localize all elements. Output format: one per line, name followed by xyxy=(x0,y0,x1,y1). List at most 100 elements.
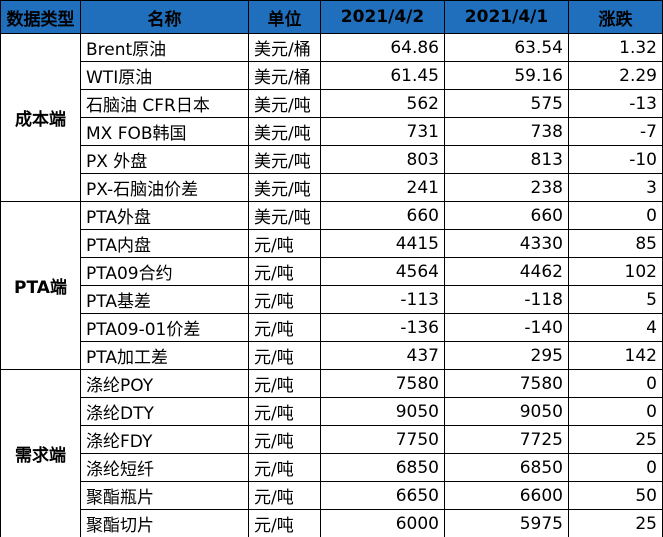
name-cell[interactable]: 涤纶短纤 xyxy=(80,453,249,482)
change-cell[interactable]: 4 xyxy=(568,313,663,342)
change-cell[interactable]: 142 xyxy=(568,341,663,370)
name-cell[interactable]: 聚酯瓶片 xyxy=(80,481,249,510)
value-date-2-cell[interactable]: 6850 xyxy=(444,453,569,482)
value-date-1-cell[interactable]: 4415 xyxy=(320,229,445,258)
value-date-2-cell[interactable]: 59.16 xyxy=(444,61,569,90)
value-date-2-cell[interactable]: 5975 xyxy=(444,509,569,537)
unit-cell[interactable]: 美元/吨 xyxy=(248,117,321,146)
value-date-2-cell[interactable]: 4330 xyxy=(444,229,569,258)
value-date-2-cell[interactable]: 295 xyxy=(444,341,569,370)
unit-cell[interactable]: 元/吨 xyxy=(248,481,321,510)
change-cell[interactable]: 25 xyxy=(568,509,663,537)
name-cell[interactable]: PTA基差 xyxy=(80,285,249,314)
change-cell[interactable]: 102 xyxy=(568,257,663,286)
change-cell[interactable]: 25 xyxy=(568,425,663,454)
name-cell[interactable]: WTI原油 xyxy=(80,61,249,90)
value-date-1-cell[interactable]: 7750 xyxy=(320,425,445,454)
value-date-2-cell[interactable]: 4462 xyxy=(444,257,569,286)
value-date-2-cell[interactable]: 238 xyxy=(444,173,569,202)
unit-cell[interactable]: 美元/吨 xyxy=(248,145,321,174)
change-cell[interactable]: 0 xyxy=(568,453,663,482)
unit-cell[interactable]: 美元/桶 xyxy=(248,33,321,62)
value-date-1-cell[interactable]: 9050 xyxy=(320,397,445,426)
value-date-2-cell[interactable]: 9050 xyxy=(444,397,569,426)
unit-cell[interactable]: 美元/吨 xyxy=(248,201,321,230)
value-date-1-cell[interactable]: 6850 xyxy=(320,453,445,482)
header-change[interactable]: 涨跌 xyxy=(568,0,663,34)
value-date-2-cell[interactable]: 738 xyxy=(444,117,569,146)
value-date-1-cell[interactable]: 241 xyxy=(320,173,445,202)
change-cell[interactable]: 0 xyxy=(568,369,663,398)
header-name[interactable]: 名称 xyxy=(80,0,249,34)
value-date-1-cell[interactable]: 731 xyxy=(320,117,445,146)
name-cell[interactable]: PX 外盘 xyxy=(80,145,249,174)
unit-cell[interactable]: 元/吨 xyxy=(248,453,321,482)
name-cell[interactable]: PX-石脑油价差 xyxy=(80,173,249,202)
unit-cell[interactable]: 元/吨 xyxy=(248,285,321,314)
value-date-2-cell[interactable]: 813 xyxy=(444,145,569,174)
name-cell[interactable]: PTA内盘 xyxy=(80,229,249,258)
name-cell[interactable]: MX FOB韩国 xyxy=(80,117,249,146)
name-cell[interactable]: 涤纶FDY xyxy=(80,425,249,454)
value-date-1-cell[interactable]: 803 xyxy=(320,145,445,174)
value-date-2-cell[interactable]: 575 xyxy=(444,89,569,118)
value-date-2-cell[interactable]: -140 xyxy=(444,313,569,342)
header-date-1[interactable]: 2021/4/2 xyxy=(320,0,445,34)
unit-cell[interactable]: 元/吨 xyxy=(248,257,321,286)
value-date-1-cell[interactable]: 660 xyxy=(320,201,445,230)
name-cell[interactable]: 涤纶DTY xyxy=(80,397,249,426)
value-date-1-cell[interactable]: 7580 xyxy=(320,369,445,398)
value-date-1-cell[interactable]: 6650 xyxy=(320,481,445,510)
name-cell[interactable]: 石脑油 CFR日本 xyxy=(80,89,249,118)
unit-cell[interactable]: 美元/吨 xyxy=(248,89,321,118)
unit-cell[interactable]: 元/吨 xyxy=(248,341,321,370)
value-date-1-cell[interactable]: 562 xyxy=(320,89,445,118)
change-cell[interactable]: 85 xyxy=(568,229,663,258)
name-cell[interactable]: 涤纶POY xyxy=(80,369,249,398)
category-cell[interactable]: 成本端 xyxy=(0,33,81,202)
header-unit[interactable]: 单位 xyxy=(248,0,321,34)
category-cell[interactable]: 需求端 xyxy=(0,369,81,537)
unit-cell[interactable]: 元/吨 xyxy=(248,425,321,454)
value-date-1-cell[interactable]: 6000 xyxy=(320,509,445,537)
unit-cell[interactable]: 元/吨 xyxy=(248,509,321,537)
value-date-1-cell[interactable]: -113 xyxy=(320,285,445,314)
value-date-2-cell[interactable]: -118 xyxy=(444,285,569,314)
change-cell[interactable]: 1.32 xyxy=(568,33,663,62)
header-date-2[interactable]: 2021/4/1 xyxy=(444,0,569,34)
value-date-2-cell[interactable]: 6600 xyxy=(444,481,569,510)
unit-cell[interactable]: 美元/吨 xyxy=(248,173,321,202)
name-cell[interactable]: PTA09合约 xyxy=(80,257,249,286)
unit-cell[interactable]: 元/吨 xyxy=(248,313,321,342)
change-cell[interactable]: -10 xyxy=(568,145,663,174)
name-cell[interactable]: 聚酯切片 xyxy=(80,509,249,537)
name-cell[interactable]: Brent原油 xyxy=(80,33,249,62)
value-date-2-cell[interactable]: 63.54 xyxy=(444,33,569,62)
value-date-1-cell[interactable]: 61.45 xyxy=(320,61,445,90)
value-date-2-cell[interactable]: 7725 xyxy=(444,425,569,454)
category-cell[interactable]: PTA端 xyxy=(0,201,81,370)
change-cell[interactable]: 0 xyxy=(568,397,663,426)
header-data-type[interactable]: 数据类型 xyxy=(0,0,81,34)
unit-cell[interactable]: 美元/桶 xyxy=(248,61,321,90)
change-cell[interactable]: -7 xyxy=(568,117,663,146)
value-date-1-cell[interactable]: 64.86 xyxy=(320,33,445,62)
change-cell[interactable]: 50 xyxy=(568,481,663,510)
unit-cell[interactable]: 元/吨 xyxy=(248,369,321,398)
change-cell[interactable]: 0 xyxy=(568,201,663,230)
value-date-1-cell[interactable]: -136 xyxy=(320,313,445,342)
change-cell[interactable]: -13 xyxy=(568,89,663,118)
change-cell[interactable]: 5 xyxy=(568,285,663,314)
value-date-2-cell[interactable]: 7580 xyxy=(444,369,569,398)
unit-cell[interactable]: 元/吨 xyxy=(248,229,321,258)
name-cell[interactable]: PTA外盘 xyxy=(80,201,249,230)
value-date-1-cell[interactable]: 4564 xyxy=(320,257,445,286)
unit-cell[interactable]: 元/吨 xyxy=(248,397,321,426)
table-row: PX 外盘 美元/吨 803 813 -10 xyxy=(1,145,663,174)
change-cell[interactable]: 2.29 xyxy=(568,61,663,90)
value-date-2-cell[interactable]: 660 xyxy=(444,201,569,230)
change-cell[interactable]: 3 xyxy=(568,173,663,202)
name-cell[interactable]: PTA09-01价差 xyxy=(80,313,249,342)
name-cell[interactable]: PTA加工差 xyxy=(80,341,249,370)
value-date-1-cell[interactable]: 437 xyxy=(320,341,445,370)
